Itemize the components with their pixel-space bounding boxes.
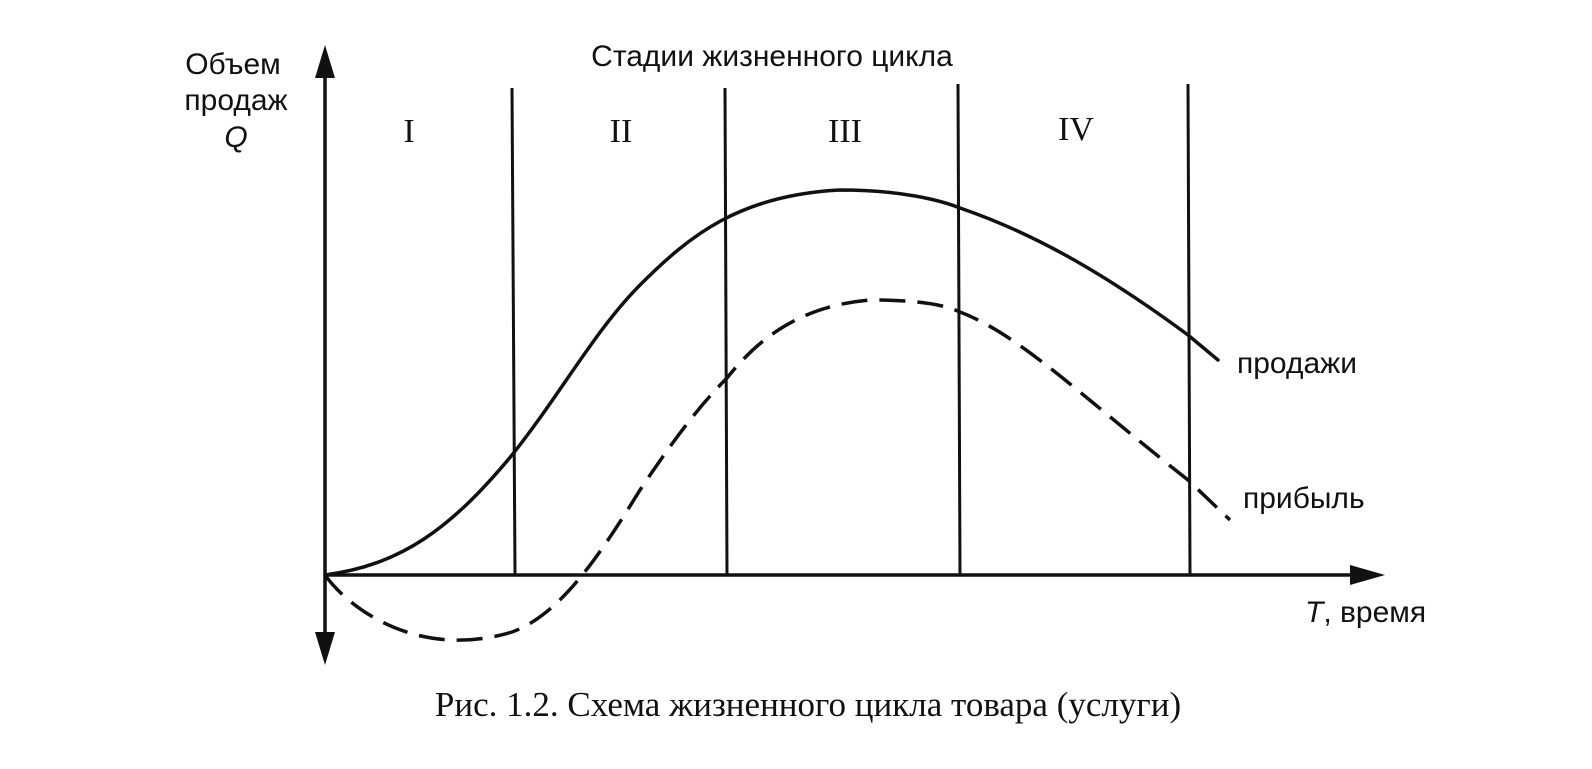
stage-divider-2 (723, 87, 729, 576)
x-axis-label-var: T (1305, 596, 1326, 629)
x-axis-arrow (1350, 565, 1385, 585)
stage-label-4: IV (1058, 111, 1094, 148)
y-axis-label-line1: Объем (185, 48, 281, 81)
profit-label: прибыль (1243, 482, 1365, 515)
stage-label-3: III (828, 113, 862, 150)
sales-curve (323, 188, 1220, 577)
y-axis-arrow-up (315, 45, 335, 78)
y-axis-label-line2: продаж (184, 84, 287, 117)
stage-label-1: I (403, 113, 414, 150)
y-axis-label-var: Q (224, 121, 247, 154)
x-axis-label: T, время (1305, 596, 1426, 629)
y-axis-arrow-down (315, 632, 335, 665)
figure-caption: Рис. 1.2. Схема жизненного цикла товара … (435, 685, 1181, 724)
stage-label-2: II (610, 113, 633, 150)
x-axis-label-text: , время (1323, 596, 1426, 629)
stage-divider-1 (510, 87, 517, 576)
sales-label: продажи (1237, 347, 1357, 380)
stage-divider-4 (1186, 83, 1192, 576)
stages-header: Стадии жизненного цикла (591, 40, 953, 73)
profit-curve (323, 298, 1232, 642)
stage-divider-3 (956, 83, 962, 576)
